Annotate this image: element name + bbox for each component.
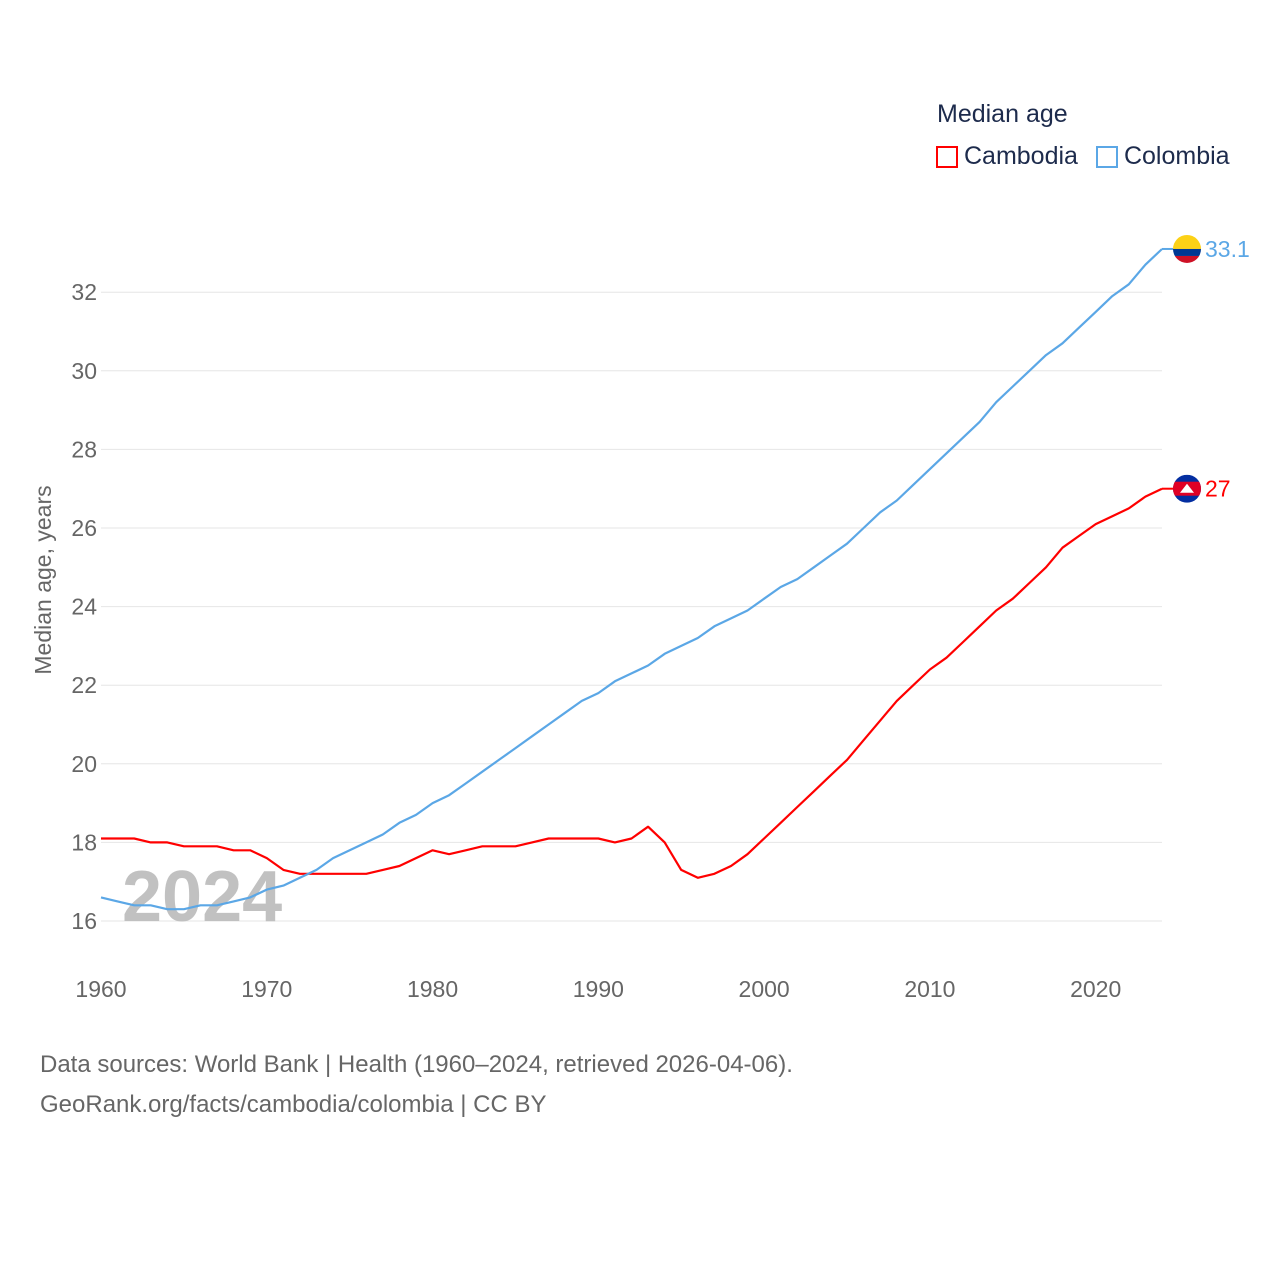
legend-label: Colombia: [1123, 142, 1230, 170]
y-tick-label: 30: [71, 358, 97, 384]
data-source: Data sources: World Bank | Health (1960–…: [40, 1051, 793, 1078]
end-value-label: 27: [1205, 476, 1231, 502]
y-tick-label: 18: [71, 829, 97, 855]
x-tick-label: 2000: [739, 976, 790, 1002]
y-axis-label: Median age, years: [30, 485, 56, 674]
y-tick-label: 20: [71, 751, 97, 777]
colombia-flag-icon: [1173, 234, 1201, 263]
legend-swatch-cambodia: [936, 145, 958, 168]
legend-item-colombia[interactable]: Colombia: [1095, 142, 1230, 171]
x-tick-label: 1960: [75, 976, 126, 1002]
legend: Cambodia Colombia: [936, 142, 1230, 171]
source-link[interactable]: GeoRank.org/facts/cambodia/colombia | CC…: [40, 1091, 547, 1118]
x-tick-label: 1990: [573, 976, 624, 1002]
legend-item-cambodia[interactable]: Cambodia: [936, 142, 1078, 171]
series-line-cambodia[interactable]: [101, 487, 1163, 879]
y-tick-label: 24: [71, 594, 97, 620]
legend-label: Cambodia: [964, 142, 1078, 170]
y-tick-label: 16: [71, 908, 97, 934]
x-tick-label: 2020: [1070, 976, 1121, 1002]
cambodia-flag-icon: [1173, 474, 1201, 503]
legend-title: Median age: [937, 100, 1068, 128]
x-tick-label: 2010: [904, 976, 955, 1002]
year-watermark: 2024: [122, 857, 282, 937]
footer: Data sources: World Bank | Health (1960–…: [40, 1045, 793, 1125]
series-line-colombia[interactable]: [100, 248, 1163, 911]
y-tick-label: 28: [71, 436, 97, 462]
x-tick-label: 1970: [241, 976, 292, 1002]
y-tick-label: 22: [71, 672, 97, 698]
y-tick-label: 32: [71, 279, 97, 305]
y-tick-label: 26: [71, 515, 97, 541]
legend-swatch-colombia: [1095, 145, 1118, 168]
x-tick-label: 1980: [407, 976, 458, 1002]
end-value-label: 33.1: [1205, 236, 1250, 262]
